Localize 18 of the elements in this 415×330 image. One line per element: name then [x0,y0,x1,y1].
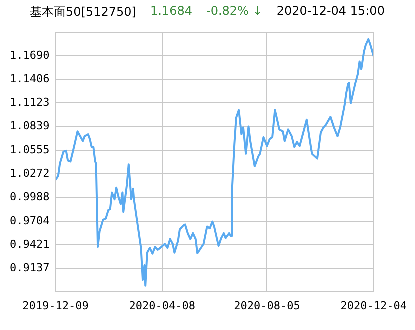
y-tick-label: 0.9988 [10,190,50,204]
y-tick-label: 0.9137 [10,262,50,275]
x-tick-label: 2020-12-04 [340,299,408,312]
text: -0.82% ↓ [206,4,263,20]
chart-title: 基本面50[512750] [30,4,136,21]
y-tick-label: 1.0839 [10,120,50,133]
y-tick-label: 1.0555 [10,143,50,156]
x-tick-label: 2020-08-05 [234,299,300,312]
y-tick-label: 0.9421 [10,238,50,251]
y-tick-label: 1.1406 [10,72,50,86]
y-tick-label: 0.9704 [10,214,50,228]
text: 2020-12-04 15:00 [276,4,385,20]
x-tick-label: 2020-04-08 [129,299,196,312]
y-tick-label: 1.1690 [10,48,50,62]
y-tick-label: 1.1123 [10,96,50,110]
x-tick-label: 2019-12-09 [22,299,89,312]
text: 1.1684 [150,4,192,20]
y-tick-label: 1.0272 [10,166,50,180]
